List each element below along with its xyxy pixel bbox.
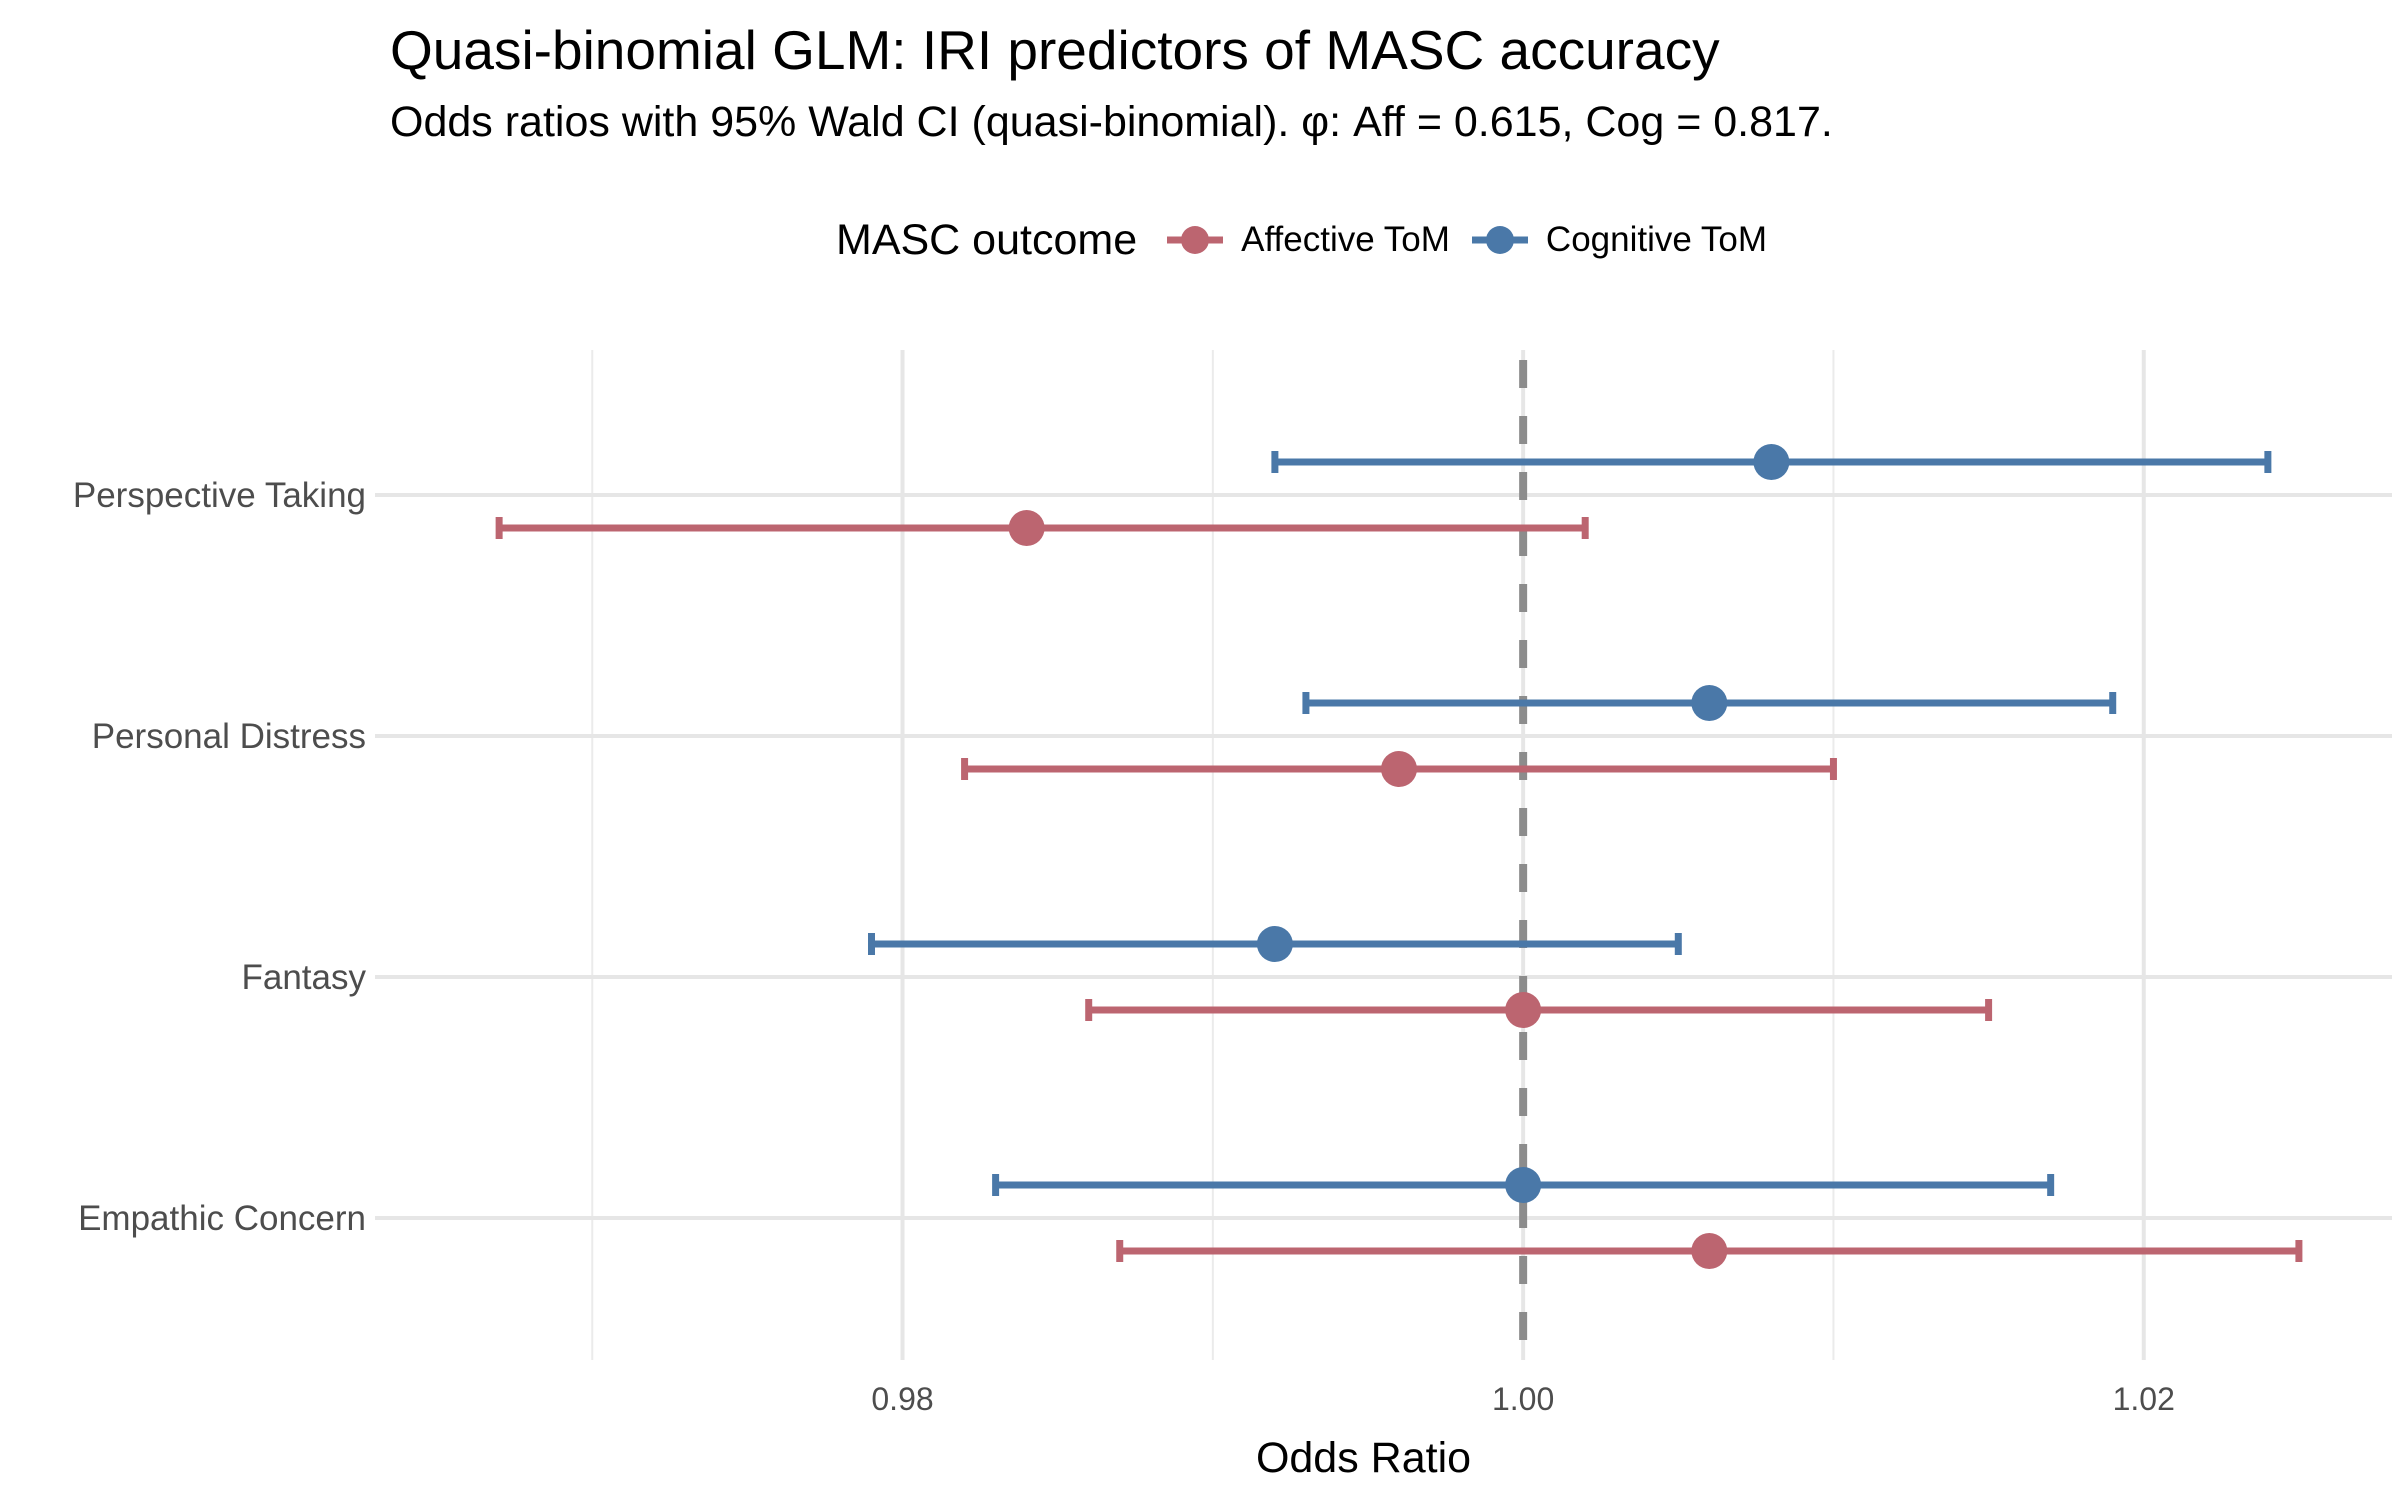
y-tick-label: Fantasy xyxy=(242,958,367,997)
legend-key-cognitive xyxy=(1471,226,1528,254)
y-tick-label: Perspective Taking xyxy=(73,476,366,515)
legend-key-affective xyxy=(1167,226,1224,254)
chart-subtitle: Odds ratios with 95% Wald CI (quasi-bino… xyxy=(390,98,1833,146)
legend-title: MASC outcome xyxy=(836,215,1138,264)
legend-label-affective: Affective ToM xyxy=(1241,220,1450,259)
x-axis-label: Odds Ratio xyxy=(1256,1434,1471,1482)
legend-item-affective: Affective ToM xyxy=(1165,220,1450,260)
point-estimate xyxy=(1691,1233,1728,1269)
point-estimate xyxy=(1381,751,1418,787)
legend-item-cognitive: Cognitive ToM xyxy=(1470,220,1767,260)
chart-title: Quasi-binomial GLM: IRI predictors of MA… xyxy=(390,19,1720,81)
y-tick-label: Empathic Concern xyxy=(78,1199,366,1238)
legend: MASC outcome Affective ToM Cognitive ToM xyxy=(836,210,1787,270)
point-estimate xyxy=(1505,1167,1542,1203)
point-estimate xyxy=(1256,926,1293,962)
point-estimate xyxy=(1691,685,1728,721)
x-tick-label: 1.02 xyxy=(2113,1381,2175,1417)
point-estimate xyxy=(1008,510,1045,546)
x-tick-label: 1.00 xyxy=(1492,1381,1554,1417)
y-tick-label: Personal Distress xyxy=(92,717,366,756)
point-estimate xyxy=(1753,444,1790,480)
legend-label-cognitive: Cognitive ToM xyxy=(1545,220,1768,259)
x-tick-label: 0.98 xyxy=(871,1381,933,1417)
point-estimate xyxy=(1505,992,1542,1028)
